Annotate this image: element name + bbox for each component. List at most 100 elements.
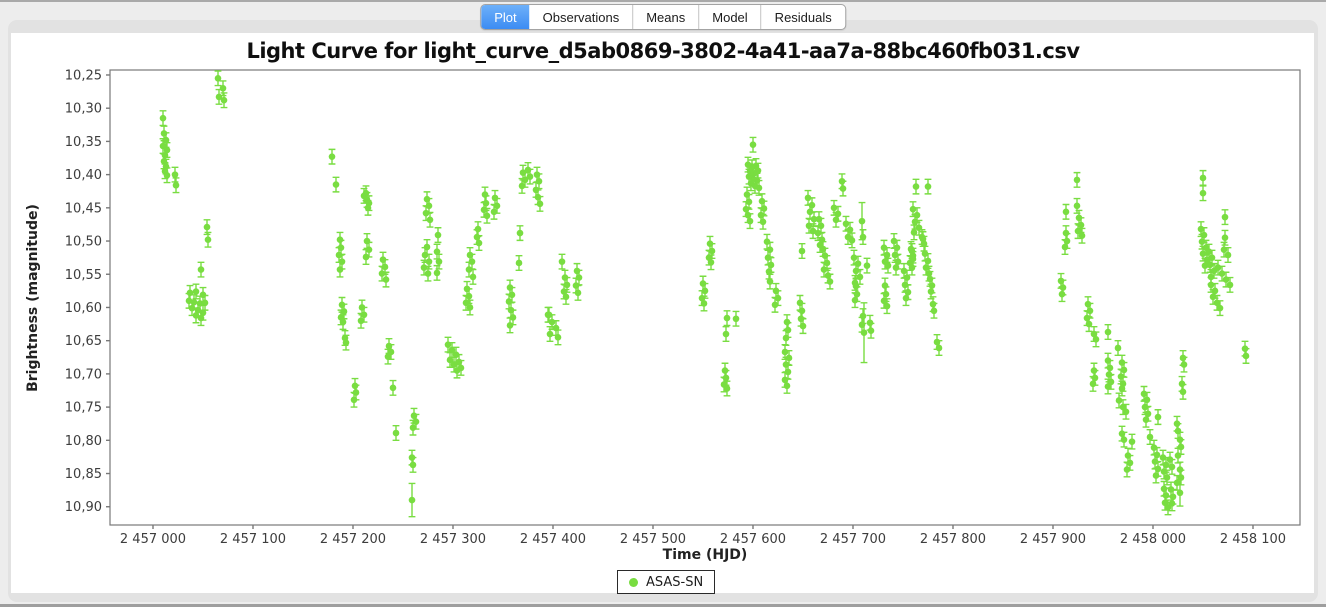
data-point[interactable] — [172, 181, 180, 189]
data-point[interactable] — [909, 255, 917, 263]
data-point[interactable] — [765, 268, 773, 275]
data-point[interactable] — [707, 258, 715, 266]
data-point[interactable] — [1104, 383, 1112, 390]
tab-plot[interactable]: Plot — [481, 5, 530, 29]
data-point[interactable] — [357, 317, 365, 325]
data-point[interactable] — [446, 356, 454, 364]
data-point[interactable] — [192, 312, 200, 319]
tab-model[interactable]: Model — [698, 5, 760, 29]
data-point[interactable] — [365, 246, 373, 253]
data-point[interactable] — [161, 152, 169, 159]
data-point[interactable] — [546, 330, 554, 338]
data-point[interactable] — [1128, 438, 1136, 445]
data-point[interactable] — [424, 270, 432, 277]
data-point[interactable] — [759, 218, 767, 226]
data-point[interactable] — [1176, 489, 1184, 497]
data-point[interactable] — [215, 93, 223, 101]
data-point[interactable] — [336, 266, 344, 273]
data-point[interactable] — [1163, 474, 1171, 481]
data-point[interactable] — [1142, 416, 1150, 424]
data-point[interactable] — [188, 304, 196, 312]
data-point[interactable] — [515, 259, 523, 267]
data-point[interactable] — [203, 223, 211, 231]
tab-residuals[interactable]: Residuals — [760, 5, 845, 29]
data-point[interactable] — [1061, 243, 1069, 251]
data-point[interactable] — [1073, 176, 1081, 184]
data-point[interactable] — [1122, 408, 1130, 416]
data-point[interactable] — [163, 171, 171, 179]
data-point[interactable] — [466, 304, 474, 311]
data-point[interactable] — [806, 208, 814, 216]
data-point[interactable] — [930, 307, 938, 315]
data-point[interactable] — [746, 217, 754, 225]
data-point[interactable] — [483, 212, 491, 220]
data-point[interactable] — [700, 300, 708, 307]
data-point[interactable] — [839, 185, 847, 192]
data-point[interactable] — [924, 183, 932, 190]
data-point[interactable] — [1118, 385, 1126, 392]
data-point[interactable] — [863, 262, 871, 269]
data-point[interactable] — [912, 183, 920, 190]
data-point[interactable] — [781, 348, 789, 356]
data-point[interactable] — [783, 382, 791, 390]
data-point[interactable] — [848, 237, 856, 244]
data-point[interactable] — [1085, 320, 1093, 328]
data-point[interactable] — [1180, 361, 1188, 368]
data-point[interactable] — [820, 266, 828, 273]
data-point[interactable] — [858, 217, 866, 225]
data-point[interactable] — [852, 267, 860, 275]
data-point[interactable] — [171, 171, 179, 178]
data-point[interactable] — [490, 208, 498, 216]
data-point[interactable] — [506, 322, 514, 329]
data-point[interactable] — [1206, 261, 1214, 269]
data-point[interactable] — [421, 251, 429, 259]
data-point[interactable] — [1164, 504, 1172, 511]
data-point[interactable] — [1123, 466, 1131, 473]
data-point[interactable] — [204, 236, 212, 244]
data-point[interactable] — [574, 289, 582, 297]
data-point[interactable] — [749, 141, 757, 149]
data-point[interactable] — [453, 367, 461, 374]
data-point[interactable] — [722, 330, 730, 338]
data-point[interactable] — [433, 269, 441, 277]
data-point[interactable] — [927, 288, 935, 295]
data-point[interactable] — [1177, 443, 1185, 451]
data-point[interactable] — [197, 266, 205, 273]
data-point[interactable] — [1078, 232, 1086, 240]
data-point[interactable] — [1218, 270, 1226, 277]
data-point[interactable] — [859, 233, 867, 241]
data-point[interactable] — [892, 264, 900, 271]
data-point[interactable] — [1214, 264, 1222, 271]
data-point[interactable] — [516, 229, 524, 237]
data-point[interactable] — [518, 182, 526, 190]
data-point[interactable] — [1092, 336, 1100, 343]
data-point[interactable] — [378, 270, 386, 277]
data-point[interactable] — [755, 184, 763, 192]
data-point[interactable] — [830, 204, 838, 212]
data-point[interactable] — [420, 264, 428, 271]
data-point[interactable] — [732, 315, 740, 323]
data-point[interactable] — [197, 314, 205, 322]
data-point[interactable] — [910, 229, 918, 236]
data-point[interactable] — [867, 327, 875, 335]
data-point[interactable] — [771, 301, 779, 309]
data-point[interactable] — [389, 384, 397, 392]
data-point[interactable] — [219, 84, 227, 92]
data-point[interactable] — [422, 209, 430, 217]
data-point[interactable] — [809, 227, 817, 235]
data-point[interactable] — [328, 153, 336, 160]
data-point[interactable] — [723, 385, 731, 392]
data-point[interactable] — [332, 181, 340, 188]
data-point[interactable] — [881, 282, 889, 289]
data-point[interactable] — [1226, 281, 1234, 289]
data-point[interactable] — [814, 229, 822, 237]
data-point[interactable] — [911, 218, 919, 226]
data-point[interactable] — [860, 329, 868, 337]
data-point[interactable] — [1168, 463, 1176, 471]
data-point[interactable] — [850, 254, 858, 261]
data-point[interactable] — [1104, 328, 1112, 336]
data-point[interactable] — [562, 293, 570, 301]
data-point[interactable] — [928, 282, 936, 289]
data-point[interactable] — [350, 396, 358, 404]
